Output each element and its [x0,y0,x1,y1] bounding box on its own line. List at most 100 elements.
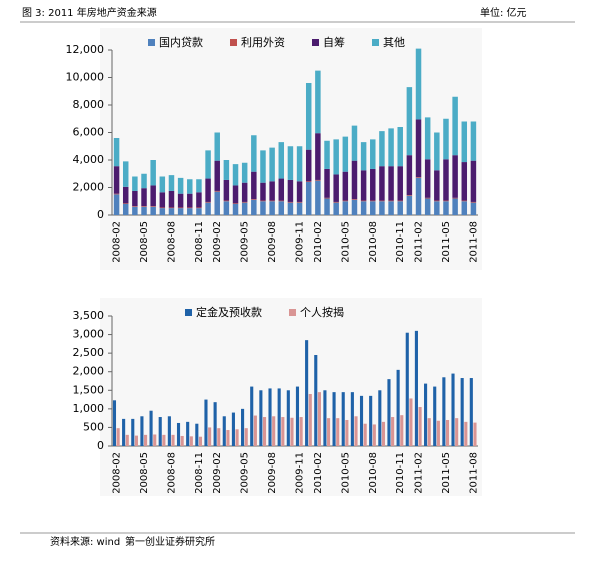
bar-segment [278,142,285,179]
bar-segment [415,48,422,120]
x-tick-label: 2010-08 [368,221,379,263]
bar [405,332,409,446]
legend-swatch [372,39,379,46]
bar-segment [223,179,230,201]
bar-segment [122,203,129,204]
bar-segment [379,166,385,201]
bar [131,418,135,446]
bar-segment [150,206,156,215]
bar-segment [406,195,413,215]
bar [272,416,276,446]
bar-segment [205,201,211,203]
bar-segment [251,135,257,172]
bar-segment [141,206,147,215]
bar [363,423,367,446]
bar-segment [159,176,166,193]
bar-segment [223,201,230,215]
bar-segment [296,201,303,203]
x-tick-label: 2010-02 [313,452,324,494]
bar-segment [388,166,394,201]
bar [400,415,404,446]
bar [125,434,129,446]
bar [299,417,303,446]
bar-segment [324,197,330,199]
bar [442,377,446,446]
bar-segment [351,160,358,200]
bar [369,395,373,446]
bar-segment [168,207,175,209]
bar [241,408,245,446]
bar-segment [443,118,449,160]
y-tick-label: 12,000 [66,43,105,56]
bar-segment [241,202,248,215]
bar-segment [470,202,477,215]
y-tick-label: 0 [97,439,104,452]
bar [277,388,281,446]
bar [378,390,382,446]
bar-segment [214,191,220,215]
bar-segment [223,160,230,180]
bar-segment [388,200,394,202]
bar-segment [434,170,440,201]
bar-segment [296,181,303,202]
bar [445,420,450,446]
bar [323,390,327,446]
bar-segment [122,161,129,187]
legend-label: 国内贷款 [159,35,203,49]
bar-segment [141,188,147,207]
bar-segment [269,200,275,202]
bar [180,435,184,446]
bar-segment [205,202,211,215]
legend-swatch [312,39,319,46]
chart-bg [100,298,482,496]
bar-segment [260,182,266,201]
bar [317,392,321,446]
x-tick-label: 2008-11 [194,452,205,494]
x-tick-label: 2009-02 [212,452,223,494]
y-tick-label: 4,000 [73,153,105,166]
bar [186,421,190,446]
bar [418,407,422,446]
bar-segment [196,179,202,193]
bar-segment [315,179,321,181]
bar [231,412,235,446]
bar-segment [113,194,120,215]
bar-segment [141,173,147,189]
bar-segment [342,201,349,215]
bar-segment [434,200,440,202]
bar-segment [241,162,248,183]
bar [235,429,239,446]
bar-segment [150,185,156,207]
bar [314,355,318,446]
bar [433,386,437,446]
x-tick-label: 2009-05 [240,221,251,263]
x-tick-label: 2009-11 [295,221,306,263]
bar [262,417,267,446]
bar-segment [150,160,156,186]
bar-segment [269,201,275,215]
bar-segment [397,166,403,201]
bar-segment [315,180,321,215]
bar-segment [443,200,449,202]
bar-segment [424,117,431,160]
footer-source: 资料来源: wind [50,535,120,548]
footer-org: 第一创业证券研究所 [125,535,215,548]
bar [217,428,221,446]
bar [189,436,193,446]
bar [268,388,272,446]
bar-segment [251,171,257,200]
x-tick-label: 2010-11 [395,221,406,263]
bar-segment [251,199,257,200]
bar-segment [315,70,321,134]
bar [455,418,459,446]
bar [253,415,257,446]
bar [222,416,226,446]
bar [208,427,212,446]
bar-segment [360,170,367,201]
bar-segment [177,207,184,209]
bar [372,424,376,446]
bar [414,330,418,446]
bar-segment [187,179,193,194]
bar-segment [214,160,220,191]
bar [144,434,148,446]
